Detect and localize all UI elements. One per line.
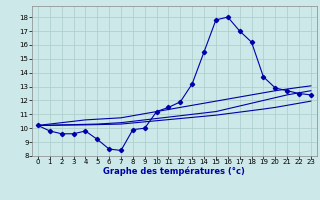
X-axis label: Graphe des températures (°c): Graphe des températures (°c) <box>103 167 245 176</box>
